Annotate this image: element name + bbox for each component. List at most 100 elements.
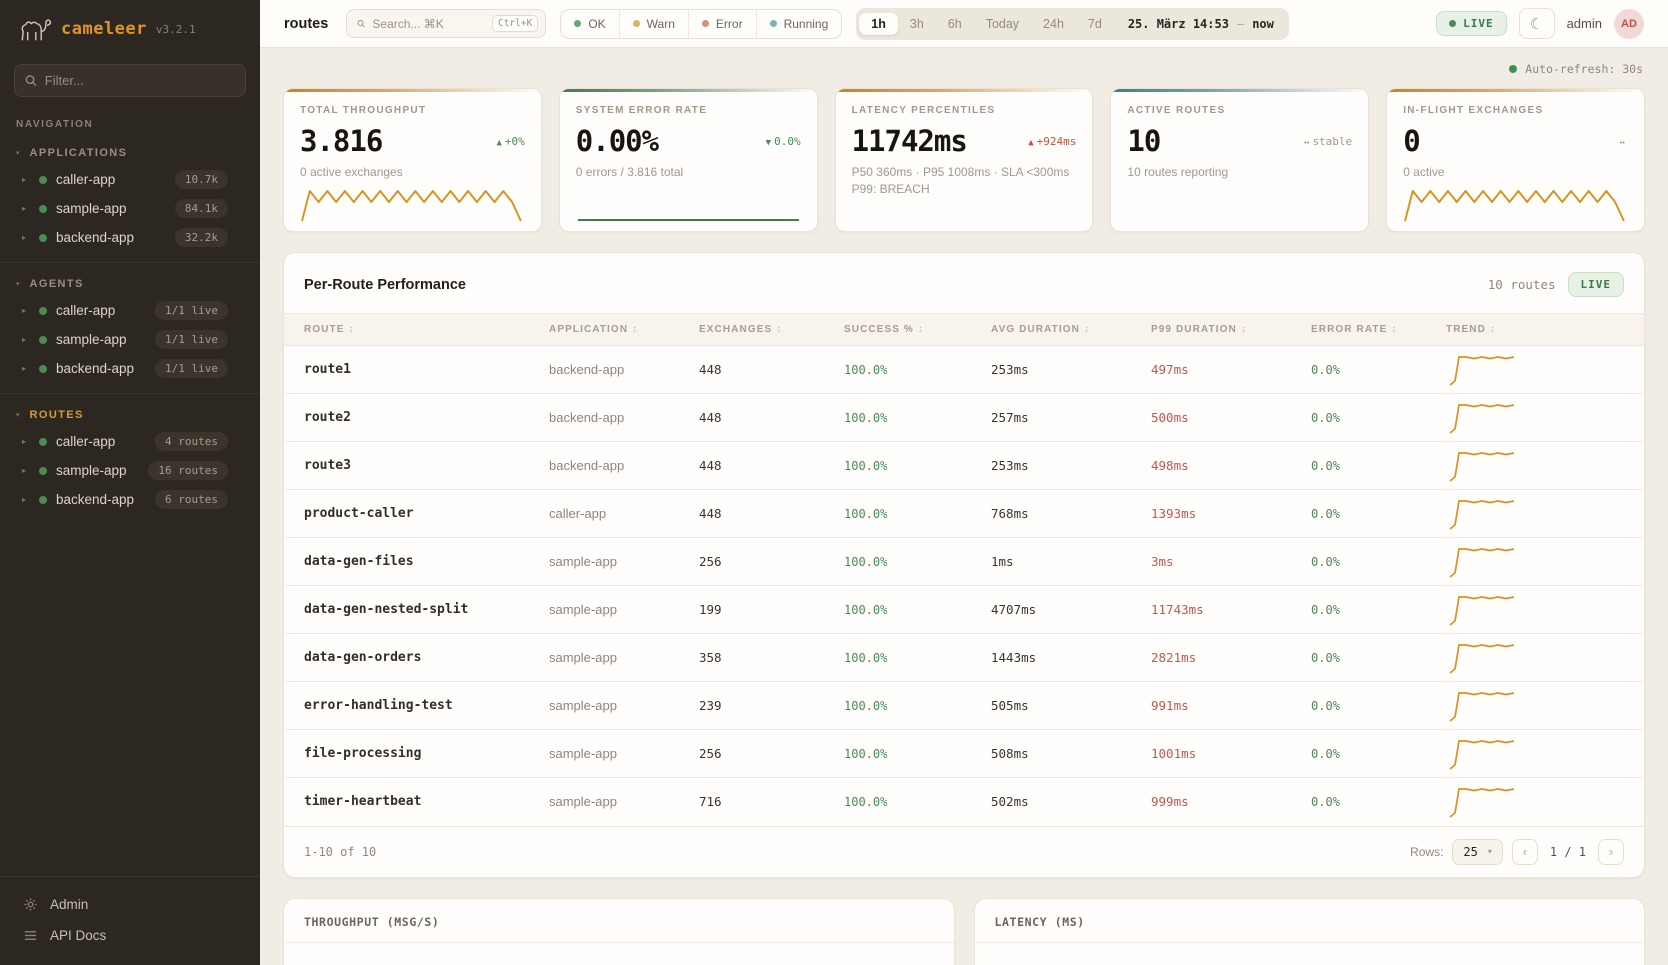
sidebar-item-badge: 32.2k — [174, 228, 228, 247]
latency-panel-title: LATENCY (MS) — [974, 899, 1644, 943]
navigation-label: NAVIGATION — [16, 119, 94, 130]
table-row-error-handling-test[interactable]: error-handling-test sample-app 239 100.0% 50… — [284, 681, 1644, 730]
dark-mode-toggle[interactable]: ☾ — [1518, 8, 1555, 39]
table-row-data-gen-files[interactable]: data-gen-files sample-app 256 100.0% 1ms 3ms 0… — [284, 537, 1644, 586]
next-page-button[interactable]: › — [1598, 838, 1624, 865]
sidebar-item-caller-app[interactable]: ▸ caller-app 1/1 live — [0, 296, 260, 325]
cell-succ: 100.0% — [844, 794, 888, 809]
column-header-success-[interactable]: SUCCESS % ↕ — [824, 313, 971, 346]
cell-trend — [1426, 633, 1644, 682]
kpi-card-in-flight-exchanges: IN-FLIGHT EXCHANGES 0 ↔ 0 active — [1386, 88, 1645, 232]
sidebar-item-badge: 6 routes — [155, 490, 228, 509]
table-row-timer-heartbeat[interactable]: timer-heartbeat sample-app 716 100.0% 502ms 9… — [284, 778, 1644, 826]
rows-per-page-select[interactable]: 25 ▾ — [1452, 838, 1503, 865]
cell-avg: 4707ms — [971, 585, 1131, 634]
status-dot-icon — [574, 20, 582, 27]
sidebar-item-label: backend-app — [56, 230, 135, 245]
cell-p99: 3ms — [1131, 537, 1291, 586]
app-version: v3.2.1 — [155, 22, 196, 36]
chevron-right-icon: ▸ — [22, 335, 27, 344]
prev-page-button[interactable]: ‹ — [1511, 838, 1538, 865]
cell-succ: 100.0% — [824, 585, 971, 634]
sidebar-filter[interactable] — [14, 64, 246, 97]
chevron-right-icon: ▸ — [22, 364, 27, 373]
sidebar-item-admin[interactable]: Admin — [0, 889, 260, 920]
kpi-sparkline — [576, 181, 801, 223]
sidebar-filter-input[interactable] — [44, 73, 235, 88]
cell-err: 0.0% — [1291, 585, 1426, 634]
global-search[interactable]: Ctrl+K — [346, 9, 547, 38]
column-header-avg-duration[interactable]: AVG DURATION ↕ — [971, 313, 1131, 346]
sidebar-item-backend-app[interactable]: ▸ backend-app 6 routes — [0, 485, 260, 514]
column-header-route[interactable]: ROUTE ↕ — [284, 313, 529, 346]
table-row-route3[interactable]: route3 backend-app 448 100.0% 253ms 498ms 0.0% — [284, 441, 1644, 490]
sidebar-item-label: sample-app — [56, 463, 127, 478]
time-range-24h[interactable]: 24h — [1043, 16, 1064, 31]
time-range-7d[interactable]: 7d — [1087, 16, 1102, 31]
cell-err: 0.0% — [1291, 393, 1426, 442]
table-live-badge: LIVE — [1567, 272, 1624, 297]
cell-trend — [1426, 585, 1644, 634]
kpi-card-system-error-rate: SYSTEM ERROR RATE 0.00% ▼ 0.0% 0 errors / 3.… — [558, 88, 818, 232]
kpi-value: 11742ms — [851, 124, 968, 158]
column-header-trend[interactable]: TREND ↕ — [1426, 313, 1644, 346]
date-range[interactable]: 25. März 14:53 — now — [1114, 17, 1286, 31]
cell-route: timer-heartbeat — [304, 794, 422, 810]
kpi-value-row: 0 ↔ — [1403, 124, 1628, 158]
sidebar-item-apidocs[interactable]: API Docs — [0, 920, 260, 951]
cell-route: route1 — [284, 345, 529, 394]
sidebar-item-sample-app[interactable]: ▸ sample-app 16 routes — [0, 456, 260, 485]
sidebar-item-sample-app[interactable]: ▸ sample-app 1/1 live — [0, 325, 260, 354]
table-row-route2[interactable]: route2 backend-app 448 100.0% 257ms 500ms 0.0% — [284, 393, 1644, 442]
time-range-today[interactable]: Today — [985, 16, 1020, 31]
avatar[interactable]: AD — [1614, 8, 1644, 39]
sidebar-item-sample-app[interactable]: ▸ sample-app 84.1k — [0, 194, 260, 223]
cell-route: product-caller — [284, 489, 529, 538]
table-row-product-caller[interactable]: product-caller caller-app 448 100.0% 768ms 13… — [284, 489, 1644, 538]
cell-err: 0.0% — [1291, 441, 1426, 490]
sidebar-item-backend-app[interactable]: ▸ backend-app 32.2k — [0, 223, 260, 252]
column-header-error-rate[interactable]: ERROR RATE ↕ — [1291, 313, 1426, 346]
sidebar-item-caller-app[interactable]: ▸ caller-app 4 routes — [0, 427, 260, 456]
status-filter-error[interactable]: Error — [687, 9, 756, 38]
cell-succ: 100.0% — [824, 441, 971, 490]
section-header-applications[interactable]: ▾ APPLICATIONS — [0, 141, 260, 165]
column-header-p99-duration[interactable]: P99 DURATION ↕ — [1131, 313, 1291, 346]
cell-num: 448 — [679, 345, 824, 394]
status-filter-ok[interactable]: OK — [561, 10, 618, 38]
time-range-3h[interactable]: 3h — [909, 16, 924, 31]
sidebar-item-backend-app[interactable]: ▸ backend-app 1/1 live — [0, 354, 260, 383]
table-row-data-gen-nested-split[interactable]: data-gen-nested-split sample-app 199 100.0%… — [284, 585, 1644, 634]
global-search-input[interactable] — [372, 16, 485, 31]
sidebar-footer: Admin API Docs — [0, 876, 260, 965]
cell-route: error-handling-test — [284, 681, 529, 730]
cell-app: sample-app — [529, 729, 679, 778]
time-range-6h[interactable]: 6h — [947, 16, 962, 31]
status-dot-icon — [39, 335, 47, 344]
status-filter-warn[interactable]: Warn — [618, 9, 688, 38]
cell-route: data-gen-files — [284, 537, 529, 586]
column-header-application[interactable]: APPLICATION ↕ — [529, 313, 679, 346]
kpi-card-row: TOTAL THROUGHPUT 3.816 ▲ +0% 0 active exchan… — [283, 88, 1645, 232]
status-dot-icon — [701, 20, 709, 27]
live-toggle[interactable]: LIVE — [1436, 11, 1507, 36]
section-header-agents[interactable]: ▾ AGENTS — [0, 272, 260, 296]
kpi-value-row: 3.816 ▲ +0% — [300, 124, 525, 158]
table-row-route1[interactable]: route1 backend-app 448 100.0% 253ms 497ms 0.0% — [284, 345, 1644, 394]
cell-avg: 505ms — [971, 681, 1131, 730]
column-header-exchanges[interactable]: EXCHANGES ↕ — [679, 313, 824, 346]
auto-refresh-label: Auto-refresh: 30s — [1525, 62, 1643, 76]
caret-icon: ▾ — [16, 281, 20, 288]
user-name[interactable]: admin — [1566, 16, 1602, 31]
kpi-subtext: 0 errors / 3.816 total — [575, 165, 684, 179]
status-filter-running[interactable]: Running — [755, 9, 842, 38]
time-range-1h[interactable]: 1h — [859, 12, 898, 35]
cell-num: 448 — [679, 393, 824, 442]
table-row-file-processing[interactable]: file-processing sample-app 256 100.0% 508ms 1… — [284, 729, 1644, 778]
table-row-data-gen-orders[interactable]: data-gen-orders sample-app 358 100.0% 1443ms… — [284, 633, 1644, 682]
section-header-routes[interactable]: ▾ ROUTES — [0, 403, 260, 427]
bottom-chart-row: THROUGHPUT (MSG/S) LATENCY (MS) — [283, 897, 1645, 965]
delta-arrow-icon: ▲ — [1028, 137, 1034, 148]
sidebar-item-caller-app[interactable]: ▸ caller-app 10.7k — [0, 165, 260, 194]
date-range-end: now — [1252, 16, 1274, 31]
